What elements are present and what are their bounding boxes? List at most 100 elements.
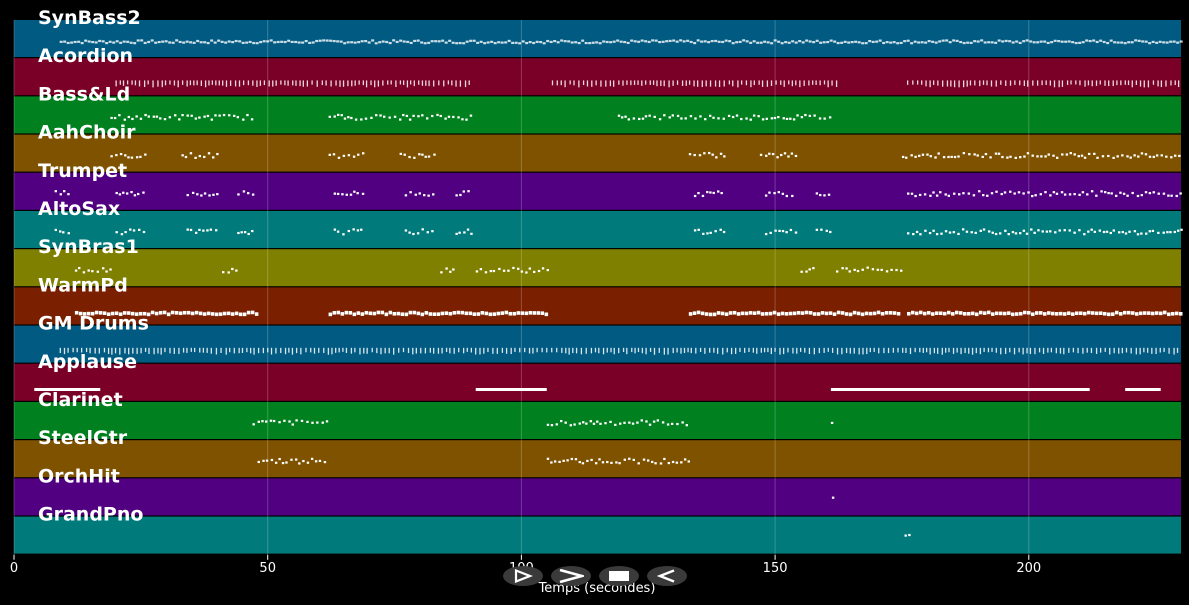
note-segment-applause-2 [830,388,1090,392]
track-lane-bass-ld[interactable] [14,96,1181,134]
note-segment-trumpet-1 [115,190,145,197]
note-segment-bass-ld-1 [328,113,473,121]
x-axis-label: Temps (secondes) [538,581,656,596]
note-segment-warmpd-2 [688,310,901,317]
x-tick-label-150: 150 [763,561,788,576]
track-lane-steelgtr[interactable] [14,440,1181,478]
note-segment-acordion-2 [907,80,1180,88]
track-lane-synbass2[interactable] [14,20,1181,57]
rewind-button[interactable] [647,566,687,586]
note-segment-acordion-0 [115,80,470,88]
grid-lines [13,20,1030,555]
note-segment-bass-ld-2 [617,113,832,121]
note-segment-trumpet-4 [333,190,365,196]
note-segment-applause-3 [1125,388,1161,392]
track-label-trumpet: Trumpet [38,160,127,182]
note-segment-steelgtr-1 [546,457,690,465]
note-segment-gm-drums-0 [59,347,1179,355]
note-segment-clarinet-1 [546,419,689,427]
play-from-start-button[interactable] [503,566,543,586]
track-label-bass-ld: Bass&Ld [38,83,130,105]
note-segment-trumpet-9 [815,192,831,197]
note-segment-synbras1-1 [222,267,238,274]
play-button[interactable] [551,566,591,586]
note-segment-clarinet-0 [252,419,329,426]
track-lane-warmpd[interactable] [14,287,1181,325]
note-segment-applause-0 [34,388,101,392]
note-segment-trumpet-5 [404,191,435,197]
note-segment-warmpd-1 [328,310,549,317]
track-lane-grandpno[interactable] [14,516,1181,554]
track-label-aahchoir: AahChoir [38,122,136,144]
track-lane-aahchoir[interactable] [14,134,1181,172]
note-segment-aahchoir-1 [181,152,219,159]
note-segment-orchhit-0 [831,496,835,499]
note-segment-altosax-0 [54,228,70,235]
note-segment-altosax-10 [907,228,1183,236]
stop-icon [609,571,629,581]
x-tick-label-200: 200 [1016,561,1041,576]
note-segment-aahchoir-3 [399,152,436,159]
track-label-clarinet: Clarinet [38,389,123,411]
track-lane-altosax[interactable] [14,211,1181,248]
track-label-applause: Applause [38,351,137,373]
note-segment-bass-ld-0 [110,113,254,121]
track-lane-synbras1[interactable] [14,249,1181,287]
play-outline-icon [514,569,533,583]
track-lane-clarinet[interactable] [14,402,1181,439]
note-segment-altosax-7 [693,228,726,235]
note-segment-warmpd-0 [74,310,259,317]
note-segment-synbras1-3 [475,266,549,274]
note-segment-acordion-1 [551,80,838,88]
chevron-right-icon [559,569,584,583]
track-lane-gm-drums[interactable] [14,325,1181,363]
note-segment-warmpd-3 [907,310,1183,317]
note-segment-altosax-3 [237,229,254,236]
track-label-altosax: AltoSax [38,198,120,220]
note-segment-grandpno-0 [904,533,911,537]
note-segment-synbras1-2 [440,267,455,274]
note-segment-trumpet-0 [54,190,70,196]
track-lane-orchhit[interactable] [14,478,1181,516]
note-segment-altosax-2 [186,228,218,234]
note-segment-aahchoir-6 [901,152,1181,160]
note-segment-trumpet-2 [186,191,219,197]
track-lane-acordion[interactable] [14,58,1181,96]
track-lanes [14,20,1181,554]
track-label-acordion: Acordion [38,45,133,67]
track-label-synbass2: SynBass2 [38,7,141,29]
note-segment-altosax-9 [815,228,832,234]
note-segment-aahchoir-4 [688,151,726,159]
note-segment-altosax-1 [115,228,146,236]
track-label-steelgtr: SteelGtr [38,427,128,449]
rewind-icon [657,569,675,583]
track-label-grandpno: GrandPno [38,504,143,526]
track-label-warmpd: WarmPd [38,274,128,296]
track-label-orchhit: OrchHit [38,465,120,487]
track-lane-trumpet[interactable] [14,172,1181,210]
note-segment-altosax-6 [455,228,473,236]
note-events [34,39,1183,537]
note-segment-aahchoir-0 [110,152,147,159]
x-tick-label-0: 0 [10,561,18,576]
track-label-synbras1: SynBras1 [38,236,139,258]
note-segment-synbras1-4 [800,267,815,273]
stop-button[interactable] [599,566,639,586]
note-segment-applause-1 [475,388,547,392]
note-segment-trumpet-10 [907,190,1182,198]
note-segment-aahchoir-2 [328,152,365,159]
note-segment-synbass2-0 [59,39,1183,45]
track-lane-applause[interactable] [14,363,1181,401]
note-segment-steelgtr-0 [257,457,327,465]
note-segment-trumpet-3 [237,190,255,196]
note-segment-trumpet-7 [693,190,723,198]
x-tick-label-50: 50 [259,561,276,576]
track-labels: SynBass2 Acordion Bass&Ld AahChoir Trumpet Al… [38,7,149,526]
note-segment-altosax-8 [764,228,798,236]
note-segment-clarinet-2 [830,421,834,425]
track-label-gm-drums: GM Drums [38,313,149,335]
note-segment-altosax-5 [404,228,434,236]
note-segment-trumpet-6 [455,190,470,197]
note-segment-aahchoir-5 [759,152,798,159]
